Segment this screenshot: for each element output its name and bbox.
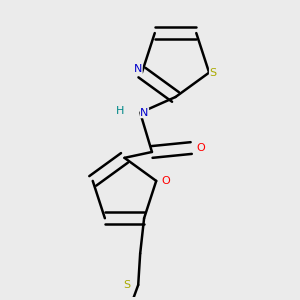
Text: S: S	[209, 68, 217, 78]
Text: N: N	[140, 108, 148, 118]
Text: N: N	[134, 64, 142, 74]
Text: O: O	[197, 143, 206, 153]
Text: S: S	[123, 280, 130, 290]
Text: H: H	[116, 106, 124, 116]
Text: O: O	[162, 176, 170, 186]
